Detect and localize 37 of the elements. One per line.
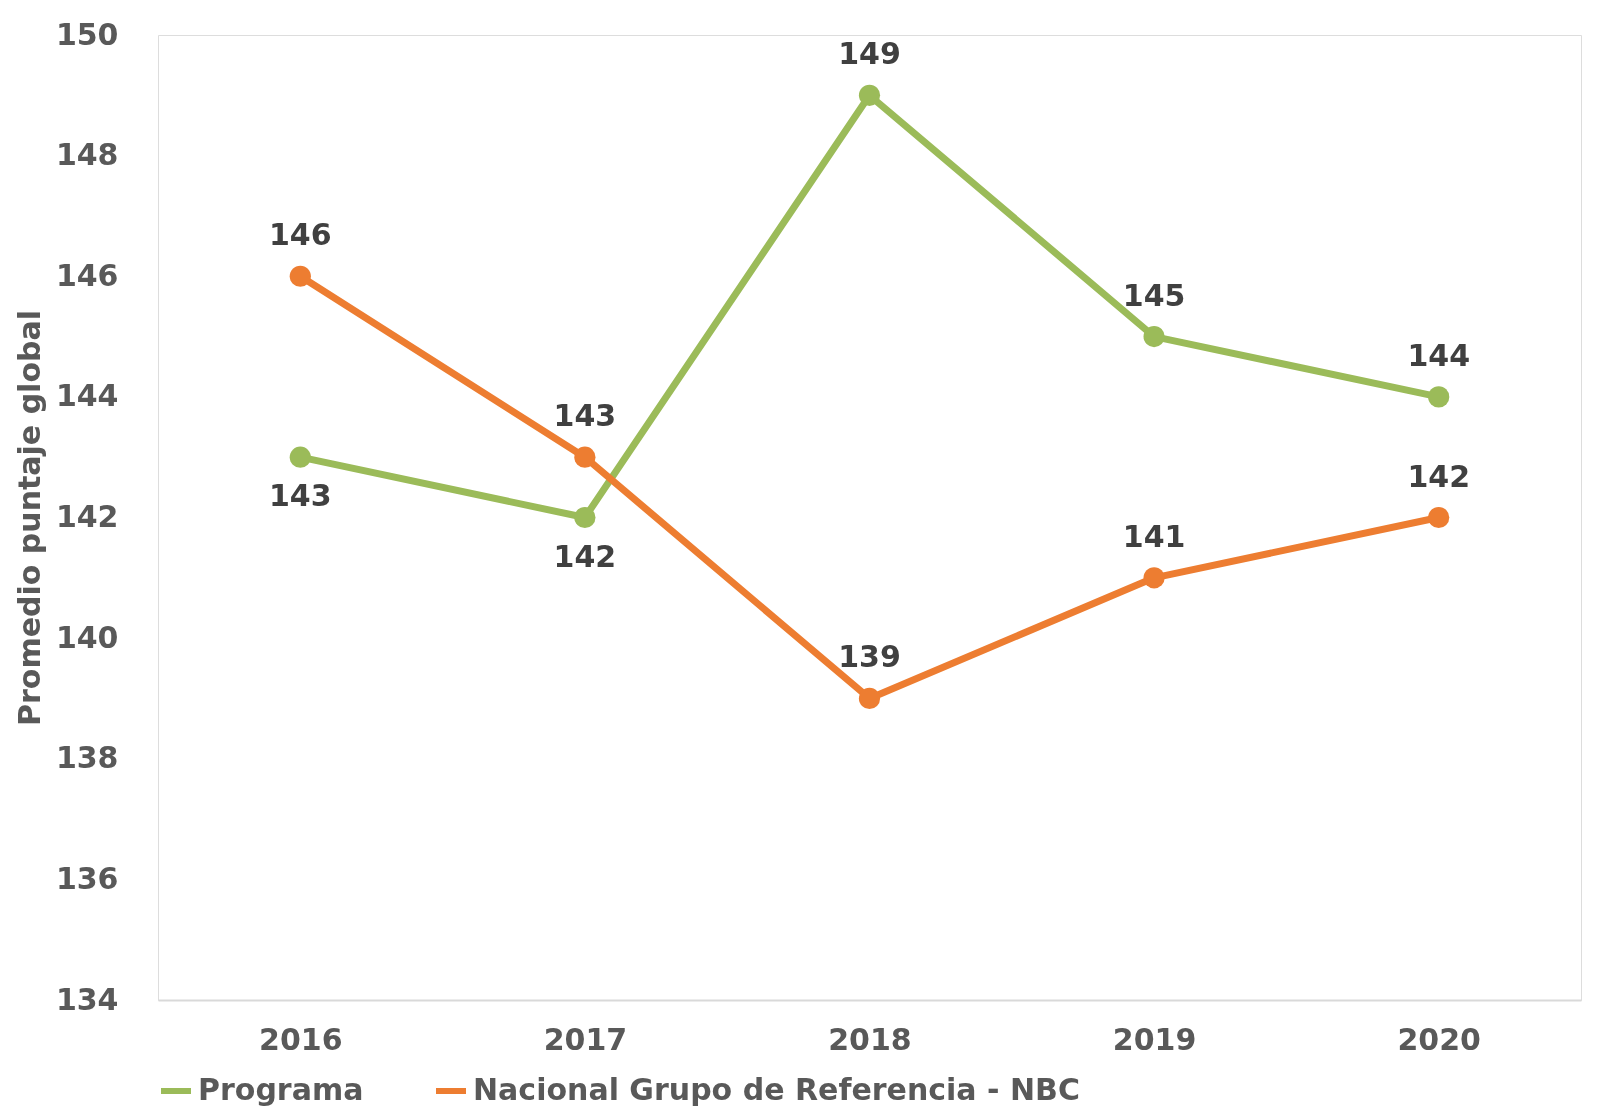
- data-label: 139: [838, 639, 901, 675]
- y-tick-label: 134: [55, 981, 119, 1017]
- y-tick-label: 136: [55, 860, 119, 896]
- data-label: 146: [268, 217, 332, 253]
- x-tick-label: 2016: [259, 1021, 343, 1057]
- y-tick-label: 150: [55, 16, 119, 52]
- y-tick-label: 144: [55, 378, 119, 414]
- y-tick-label: 146: [55, 257, 119, 293]
- point: [289, 265, 311, 287]
- point: [858, 687, 881, 710]
- data-label: 142: [553, 538, 617, 574]
- point: [1143, 325, 1165, 348]
- data-label: 149: [838, 36, 901, 72]
- y-tick-label: 148: [55, 137, 119, 173]
- point: [574, 506, 596, 529]
- point: [1143, 567, 1165, 589]
- data-label: 143: [268, 478, 332, 514]
- data-label: 145: [1122, 277, 1186, 313]
- x-tick-label: 2020: [1397, 1021, 1481, 1057]
- y-tick-label: 138: [55, 740, 119, 776]
- point: [858, 84, 881, 106]
- legend-label: Programa: [198, 1072, 364, 1107]
- point: [574, 446, 596, 468]
- x-tick-label: 2017: [543, 1021, 628, 1057]
- point: [1428, 506, 1450, 529]
- y-tick-label: 140: [55, 619, 119, 655]
- y-axis-title: Promedio puntaje global: [11, 309, 47, 727]
- x-tick-label: 2018: [828, 1021, 912, 1057]
- y-tick-label: 142: [55, 499, 119, 534]
- data-label: 144: [1407, 337, 1471, 373]
- point: [289, 446, 311, 468]
- point: [1428, 386, 1450, 408]
- data-label: 141: [1122, 518, 1186, 554]
- legend-label: Nacional Grupo de Referencia - NBC: [473, 1072, 1080, 1107]
- data-label: 143: [553, 398, 617, 434]
- data-label: 142: [1407, 458, 1471, 494]
- x-tick-label: 2019: [1112, 1021, 1197, 1057]
